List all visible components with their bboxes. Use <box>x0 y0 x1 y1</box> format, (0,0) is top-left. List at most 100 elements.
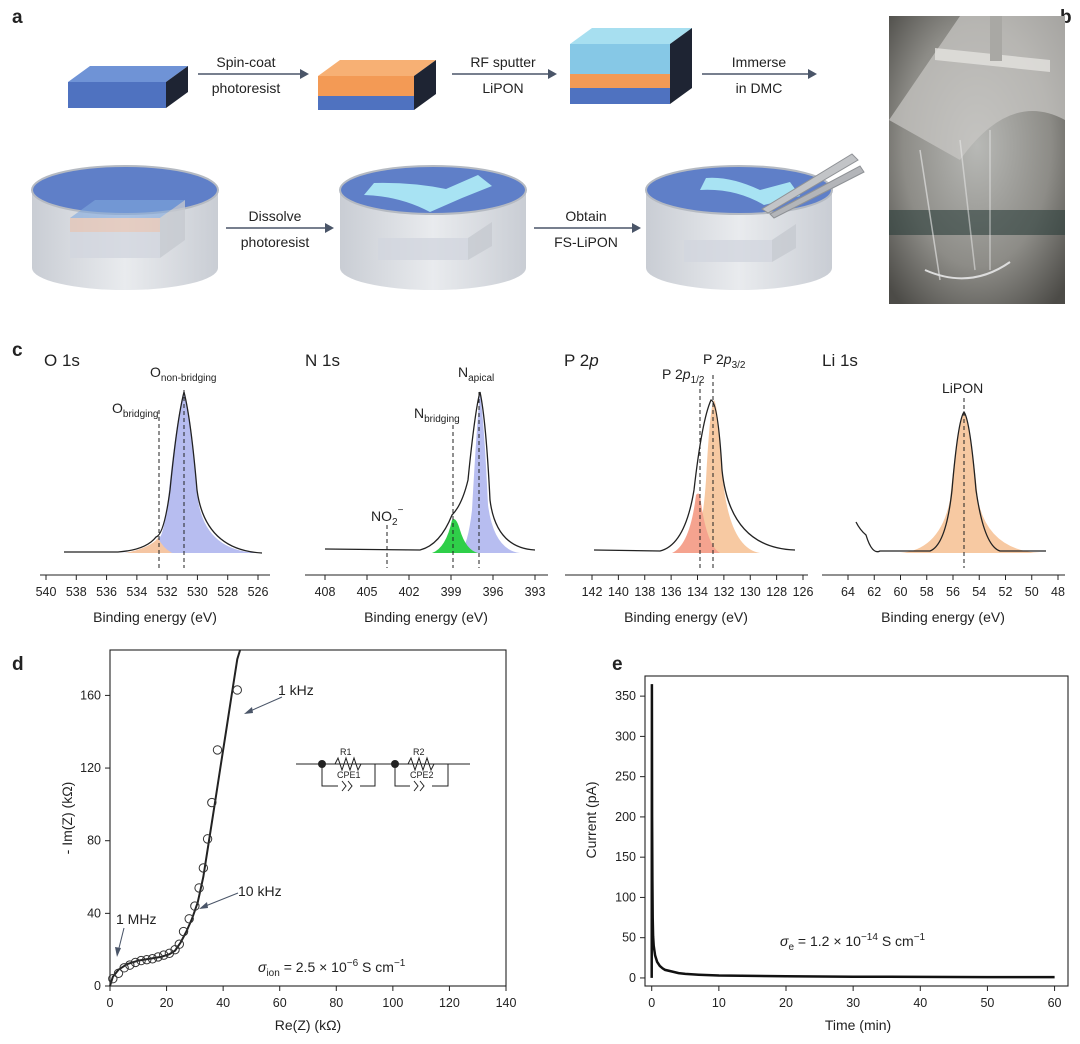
nyquist-point <box>232 685 242 695</box>
nyquist-ticks: 0 20 40 60 80 100 120 140 0 40 80 120 160 <box>80 688 516 1010</box>
nyquist-point <box>125 960 135 970</box>
current-xtick-label: 60 <box>1048 996 1062 1010</box>
nyquist-xtick-label: 120 <box>439 996 460 1010</box>
p2p-ticks: 142 140 138 136 134 132 130 128 126 <box>582 575 814 599</box>
nyquist-point <box>142 954 152 965</box>
nyquist-point <box>130 957 141 968</box>
annot-1khz: 1 kHz <box>278 682 314 698</box>
nyquist-ytick-label: 120 <box>80 761 101 775</box>
nyquist-ytick-label: 40 <box>87 906 101 920</box>
n1s-tick-label: 408 <box>315 585 336 599</box>
nyquist-point <box>136 955 146 966</box>
n1s-ticks: 408 405 402 399 396 393 <box>315 575 546 599</box>
nyquist-point <box>198 863 209 873</box>
li1s-tick-label: 64 <box>841 585 855 599</box>
nyquist-point <box>108 974 118 984</box>
o1s-fit-line <box>64 391 263 554</box>
nyquist-xtick-label: 40 <box>216 996 230 1010</box>
beaker-3 <box>645 153 865 290</box>
o1s-tick-label: 528 <box>217 585 238 599</box>
li1s-tick-label: 48 <box>1051 585 1065 599</box>
circuit-cpe2: CPE2 <box>410 770 434 780</box>
n1s-title: N 1s <box>305 351 340 370</box>
sigma-e-label: σe = 1.2 × 10−14 S cm−1 <box>780 932 926 953</box>
nyquist-point <box>212 745 223 755</box>
nyquist-xlabel: Re(Z) (kΩ) <box>275 1017 341 1033</box>
o1s-tick-label: 530 <box>187 585 208 599</box>
current-xtick-label: 20 <box>779 996 793 1010</box>
nyquist-plot: 0 20 40 60 80 100 120 140 0 40 80 120 160 Re(Z) (kΩ)… <box>59 649 516 1033</box>
n1s-fit-line <box>324 391 536 551</box>
nyquist-xtick-label: 60 <box>273 996 287 1010</box>
n1s-tick-label: 393 <box>525 585 546 599</box>
current-xtick-label: 50 <box>980 996 994 1010</box>
current-ytick-label: 0 <box>629 971 636 985</box>
nyquist-point <box>153 952 163 962</box>
equivalent-circuit <box>296 756 470 792</box>
current-xtick-label: 0 <box>648 996 655 1010</box>
panel-c-letter: c <box>12 340 23 361</box>
nyquist-point <box>119 963 129 973</box>
xps-n1s-plot: N 1s Napical Nbridging NO2− 408 405 402 399… <box>305 351 548 625</box>
p2p-tick-label: 134 <box>687 585 708 599</box>
nyquist-point <box>207 797 217 808</box>
panel-e-letter: e <box>612 654 623 675</box>
o1s-xlabel: Binding energy (eV) <box>93 609 217 625</box>
o1s-ticks: 540 538 536 534 532 530 528 526 <box>36 575 268 599</box>
p2p-tick-label: 142 <box>582 585 603 599</box>
nyquist-point <box>159 950 169 960</box>
nyquist-ytick-label: 0 <box>94 979 101 993</box>
o1s-tick-label: 532 <box>157 585 178 599</box>
p2p-tick-label: 128 <box>766 585 787 599</box>
photoresist-block <box>318 60 436 110</box>
nyquist-point <box>190 901 200 911</box>
nyquist-point <box>178 926 189 937</box>
nyquist-xtick-label: 100 <box>382 996 403 1010</box>
step4-label-2: photoresist <box>241 234 310 250</box>
step2-label-2: LiPON <box>482 80 523 96</box>
current-ytick-label: 50 <box>622 931 636 945</box>
xps-p2p-plot: P 2p P 2p3/2 P 2p1/2 142 140 138 136 134 132 1… <box>564 351 813 625</box>
p2p-xlabel: Binding energy (eV) <box>624 609 748 625</box>
p2p-32-label: P 2p3/2 <box>703 351 746 371</box>
li1s-ticks: 64 62 60 58 56 54 52 50 48 <box>841 575 1065 599</box>
nyquist-xtick-label: 0 <box>107 996 114 1010</box>
panel-d-letter: d <box>12 654 24 675</box>
step1-label-2: photoresist <box>212 80 281 96</box>
o1s-tick-label: 534 <box>126 585 147 599</box>
n1s-no2-label: NO2− <box>371 505 404 528</box>
li1s-tick-label: 60 <box>894 585 908 599</box>
li1s-fit-line <box>855 410 1046 553</box>
lipon-block <box>570 28 692 104</box>
n1s-bridging-label: Nbridging <box>414 405 460 425</box>
n1s-tick-label: 405 <box>357 585 378 599</box>
step2-label-1: RF sputter <box>470 54 536 70</box>
current-time-plot: 0 10 20 30 40 50 60 0 50 100 150 200 250 300 350 Time … <box>583 675 1069 1033</box>
process-arrows-row2 <box>226 223 641 233</box>
n1s-apical-label: Napical <box>458 364 494 384</box>
substrate-block <box>68 66 188 108</box>
p2p-fit-line <box>593 399 796 552</box>
nyquist-xtick-label: 20 <box>160 996 174 1010</box>
current-xtick-label: 30 <box>846 996 860 1010</box>
nyquist-points <box>108 685 242 984</box>
nyquist-point <box>174 939 185 949</box>
step4-label-1: Dissolve <box>249 208 302 224</box>
n1s-tick-label: 402 <box>399 585 420 599</box>
step1-label-1: Spin-coat <box>216 54 275 70</box>
n1s-xlabel: Binding energy (eV) <box>364 609 488 625</box>
annot-10khz: 10 kHz <box>238 883 282 899</box>
p2p-tick-label: 126 <box>793 585 814 599</box>
beaker-2 <box>339 165 527 290</box>
nyquist-xtick-label: 140 <box>496 996 517 1010</box>
current-xtick-label: 40 <box>913 996 927 1010</box>
o1s-title: O 1s <box>44 351 80 370</box>
p2p-12-label: P 2p1/2 <box>662 366 705 386</box>
nyquist-frame <box>109 649 507 987</box>
panel-b-letter: b <box>1060 7 1072 28</box>
current-ytick-label: 350 <box>615 689 636 703</box>
nyquist-point <box>184 914 194 924</box>
o1s-bridging-label: Obridging <box>112 400 158 420</box>
p2p-tick-label: 132 <box>713 585 734 599</box>
p2p-tick-label: 140 <box>608 585 629 599</box>
